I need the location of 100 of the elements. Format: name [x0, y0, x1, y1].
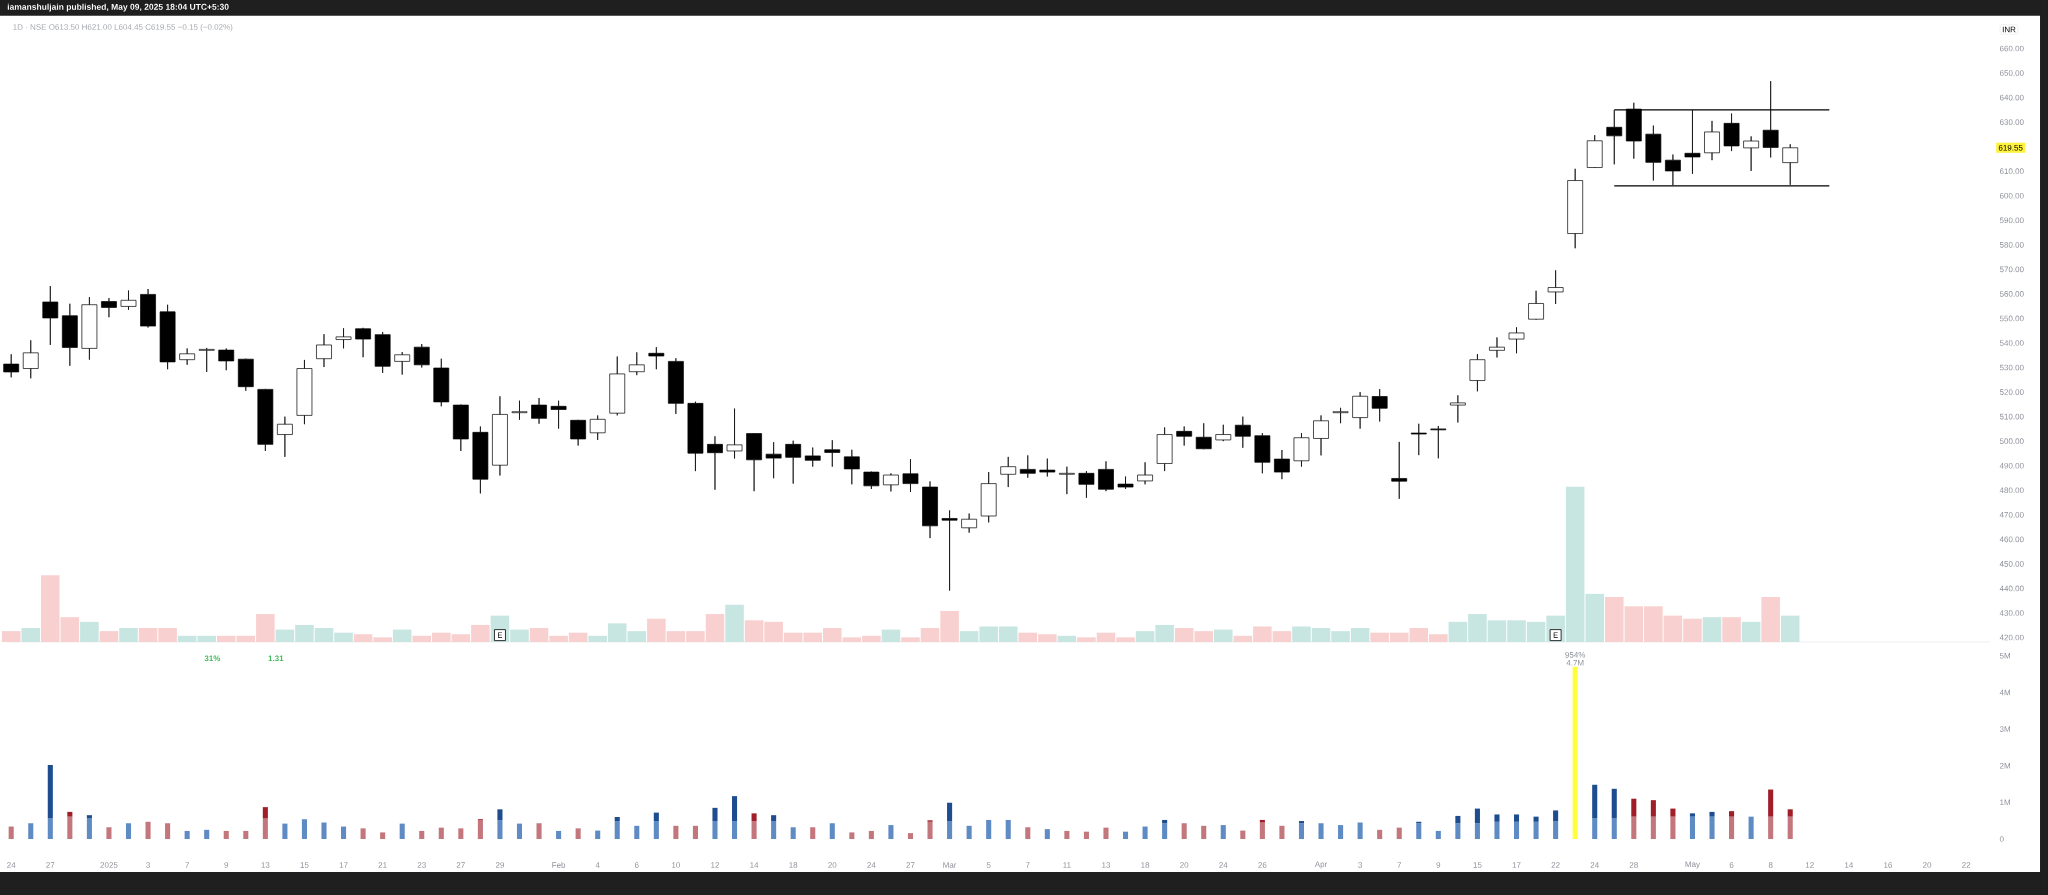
x-tick-label: 24: [1590, 862, 1599, 868]
bar: [986, 819, 992, 839]
bar: [1455, 815, 1461, 824]
bar: [419, 830, 425, 839]
bar: [8, 826, 14, 839]
bar: [106, 827, 112, 839]
x-tick-label: 7: [185, 862, 189, 868]
x-tick-label: 27: [456, 862, 465, 868]
x-tick-label: Feb: [552, 862, 566, 868]
data-label: 4.7M: [1566, 660, 1584, 666]
bar: [243, 830, 249, 839]
y-tick-label: 0: [1999, 836, 2004, 842]
bar: [1650, 800, 1656, 817]
x-tick-label: 21: [378, 862, 387, 868]
bar: [653, 821, 659, 839]
bar: [614, 821, 620, 839]
x-tick-label: 16: [1884, 862, 1893, 868]
bar: [47, 818, 53, 839]
bar: [165, 823, 171, 839]
bar: [516, 823, 523, 839]
x-tick-label: 13: [1102, 862, 1111, 868]
bar: [1396, 827, 1402, 839]
bar: [1494, 814, 1500, 822]
x-tick-label: 14: [750, 862, 759, 868]
x-tick-label: 24: [1219, 862, 1228, 868]
bar: [1201, 825, 1207, 839]
bar: [1122, 831, 1129, 839]
x-tick-label: 24: [867, 862, 876, 868]
bar: [262, 807, 268, 819]
x-tick-label: 17: [1512, 862, 1521, 868]
bar: [1220, 825, 1226, 839]
bar: [1689, 816, 1695, 839]
bar: [868, 830, 874, 839]
bar: [731, 821, 738, 839]
x-tick-label: 26: [1258, 862, 1267, 868]
bar: [947, 821, 953, 839]
bar: [1768, 789, 1774, 817]
annotation: 954%: [1565, 652, 1586, 658]
bar: [1162, 823, 1168, 839]
bar: [771, 821, 777, 839]
bar: [1083, 831, 1089, 839]
bar: [575, 828, 581, 839]
bar: [1533, 816, 1539, 822]
x-tick-label: 9: [224, 862, 229, 868]
bar: [1044, 829, 1050, 839]
bar: [1611, 788, 1617, 819]
bar: [321, 822, 327, 839]
x-tick-label: 6: [1729, 862, 1734, 868]
bar: [1025, 827, 1031, 839]
x-tick-label: 13: [261, 862, 270, 868]
bar: [1631, 816, 1637, 839]
bar: [536, 823, 542, 839]
x-tick-label: 15: [1473, 862, 1482, 868]
annotation: 1.31: [268, 655, 284, 662]
bar: [497, 820, 503, 839]
y-tick-label: 3M: [1999, 726, 2010, 732]
bar: [1142, 826, 1148, 839]
bar: [86, 818, 92, 839]
bar: [1729, 811, 1735, 817]
x-tick-label: 27: [46, 862, 55, 868]
bar: [1513, 814, 1520, 822]
bar: [947, 802, 953, 822]
bar: [1689, 813, 1695, 817]
bar: [966, 825, 972, 839]
bar: [1768, 816, 1774, 839]
bar: [125, 823, 132, 839]
bar: [751, 813, 757, 822]
bar: [204, 829, 210, 839]
bar: [692, 825, 698, 839]
x-tick-label: 3: [1358, 862, 1362, 868]
x-tick-label: 12: [1805, 862, 1814, 868]
bar: [614, 817, 620, 822]
bar: [1709, 816, 1715, 839]
bar: [1474, 808, 1480, 824]
x-tick-label: 18: [1141, 862, 1150, 868]
x-tick-label: 7: [1025, 862, 1030, 868]
x-tick-label: 18: [789, 862, 798, 868]
bar: [634, 825, 640, 839]
x-tick-label: Apr: [1314, 861, 1328, 869]
bar: [380, 832, 386, 839]
x-tick-label: 2025: [100, 862, 118, 868]
bar: [1748, 816, 1754, 839]
x-tick-label: 15: [300, 862, 309, 868]
y-tick-label: 4M: [1999, 689, 2010, 696]
bar: [1670, 808, 1676, 817]
bar: [829, 823, 835, 839]
bar: [1533, 821, 1539, 839]
bar: [810, 827, 816, 839]
bar: [849, 832, 855, 839]
bar: [1455, 823, 1461, 839]
bar: [1279, 825, 1285, 839]
x-tick-label: 29: [495, 862, 504, 868]
x-tick-label: 28: [1629, 862, 1638, 868]
x-tick-label: 20: [1180, 862, 1189, 868]
bar: [1553, 810, 1559, 822]
bar: [341, 826, 347, 839]
bar: [399, 823, 405, 839]
bar: [1064, 830, 1070, 839]
bar: [1553, 821, 1559, 839]
bar: [1709, 811, 1715, 817]
